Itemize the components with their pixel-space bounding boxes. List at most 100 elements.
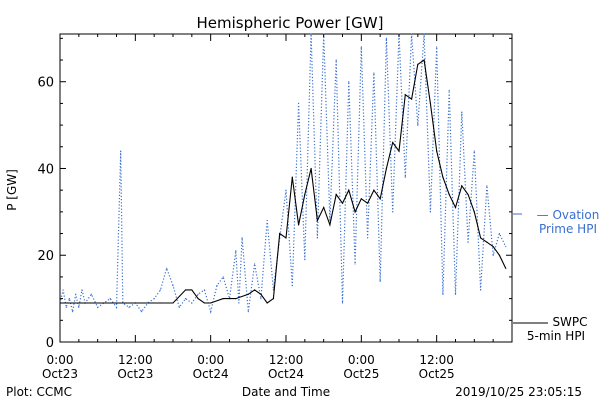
x-axis-label: Date and Time [242, 385, 330, 399]
swpc-point [197, 298, 199, 300]
ovation-point [235, 250, 237, 252]
swpc-point [448, 193, 450, 196]
axis-ticks: 02040600:00Oct2312:00Oct230:00Oct2412:00… [37, 34, 512, 381]
ovation-point [316, 237, 318, 239]
x-tick-label-date: Oct24 [193, 367, 229, 381]
ovation-point [423, 33, 425, 35]
x-tick-label-time: 0:00 [348, 353, 375, 367]
swpc-point [367, 202, 369, 204]
legend-swpc-line1: SWPC [552, 315, 587, 329]
ovation-point [128, 306, 130, 308]
ovation-point [172, 285, 174, 287]
ovation-point [210, 311, 212, 313]
swpc-point [172, 302, 174, 304]
ovation-point [354, 263, 356, 265]
ovation-point [360, 46, 362, 48]
legend-ovation-line2: Prime HPI [539, 222, 597, 236]
ovation-point [266, 219, 268, 222]
ovation-point [260, 298, 262, 300]
ovation-point [335, 59, 337, 61]
ovation-point [62, 289, 64, 291]
swpc-point [335, 193, 337, 196]
ovation-point [191, 302, 193, 304]
swpc-point [279, 232, 281, 235]
ovation-point [90, 293, 92, 295]
ovation-point [505, 245, 507, 248]
swpc-point [134, 302, 136, 304]
swpc-point [398, 150, 400, 152]
ovation-point [141, 311, 143, 313]
ovation-point [120, 150, 122, 152]
ovation-point [467, 241, 469, 243]
swpc-line [60, 59, 507, 304]
swpc-point [486, 241, 488, 243]
swpc-point [191, 289, 193, 291]
ovation-point [385, 37, 388, 39]
swpc-point [329, 224, 331, 226]
swpc-point [285, 237, 287, 239]
ovation-point [379, 280, 381, 282]
swpc-point [297, 224, 300, 226]
x-tick-label-date: Oct23 [117, 367, 153, 381]
chart-title: Hemispheric Power [GW] [197, 14, 384, 32]
ovation-point [486, 185, 488, 187]
ovation-point [78, 306, 80, 308]
ovation-point [454, 293, 457, 295]
ovation-point [254, 263, 256, 265]
swpc-point [310, 167, 312, 170]
ovation-point [310, 33, 312, 35]
swpc-point [373, 189, 375, 191]
swpc-point [348, 189, 350, 191]
ovation-point [159, 289, 162, 291]
footer-credit: Plot: CCMC [6, 385, 72, 399]
swpc-point [184, 289, 187, 291]
ovation-point [341, 302, 344, 304]
swpc-point [385, 167, 388, 170]
ovation-point [81, 289, 83, 291]
swpc-point [360, 198, 362, 200]
ovation-point [203, 289, 205, 291]
ovation-line [59, 33, 507, 314]
ovation-point [115, 306, 118, 308]
swpc-point [423, 59, 425, 61]
swpc-point [392, 141, 394, 144]
swpc-point [260, 293, 262, 295]
swpc-point [498, 254, 501, 256]
ovation-point [184, 298, 187, 300]
swpc-point [454, 206, 457, 209]
swpc-point [436, 150, 438, 152]
swpc-point [247, 293, 249, 295]
ovation-point [247, 311, 249, 313]
plot-frame [59, 33, 513, 343]
swpc-point [341, 202, 344, 204]
x-tick-label-time: 12:00 [118, 353, 153, 367]
ovation-point [241, 237, 243, 239]
x-tick-label-time: 12:00 [419, 353, 454, 367]
swpc-point [222, 298, 224, 300]
ovation-point [498, 232, 501, 235]
axes-frame [59, 33, 513, 343]
swpc-point [323, 206, 325, 209]
ovation-point [65, 306, 67, 308]
ovation-point [75, 293, 77, 295]
swpc-point [404, 94, 406, 96]
ovation-point [178, 306, 180, 308]
ovation-point [373, 72, 375, 74]
swpc-point [235, 298, 237, 300]
ovation-point [429, 211, 431, 213]
swpc-point [210, 302, 212, 304]
ovation-point [222, 276, 224, 278]
swpc-point [59, 302, 61, 304]
ovation-point [216, 285, 218, 287]
ovation-point [238, 302, 240, 304]
x-tick-label-time: 12:00 [269, 353, 304, 367]
swpc-point [254, 289, 256, 291]
swpc-point [159, 302, 162, 304]
swpc-point [291, 176, 293, 178]
ovation-point [297, 102, 300, 105]
ovation-point [166, 267, 168, 269]
ovation-point [68, 298, 71, 300]
swpc-point [492, 245, 494, 248]
swpc-point [417, 63, 419, 65]
